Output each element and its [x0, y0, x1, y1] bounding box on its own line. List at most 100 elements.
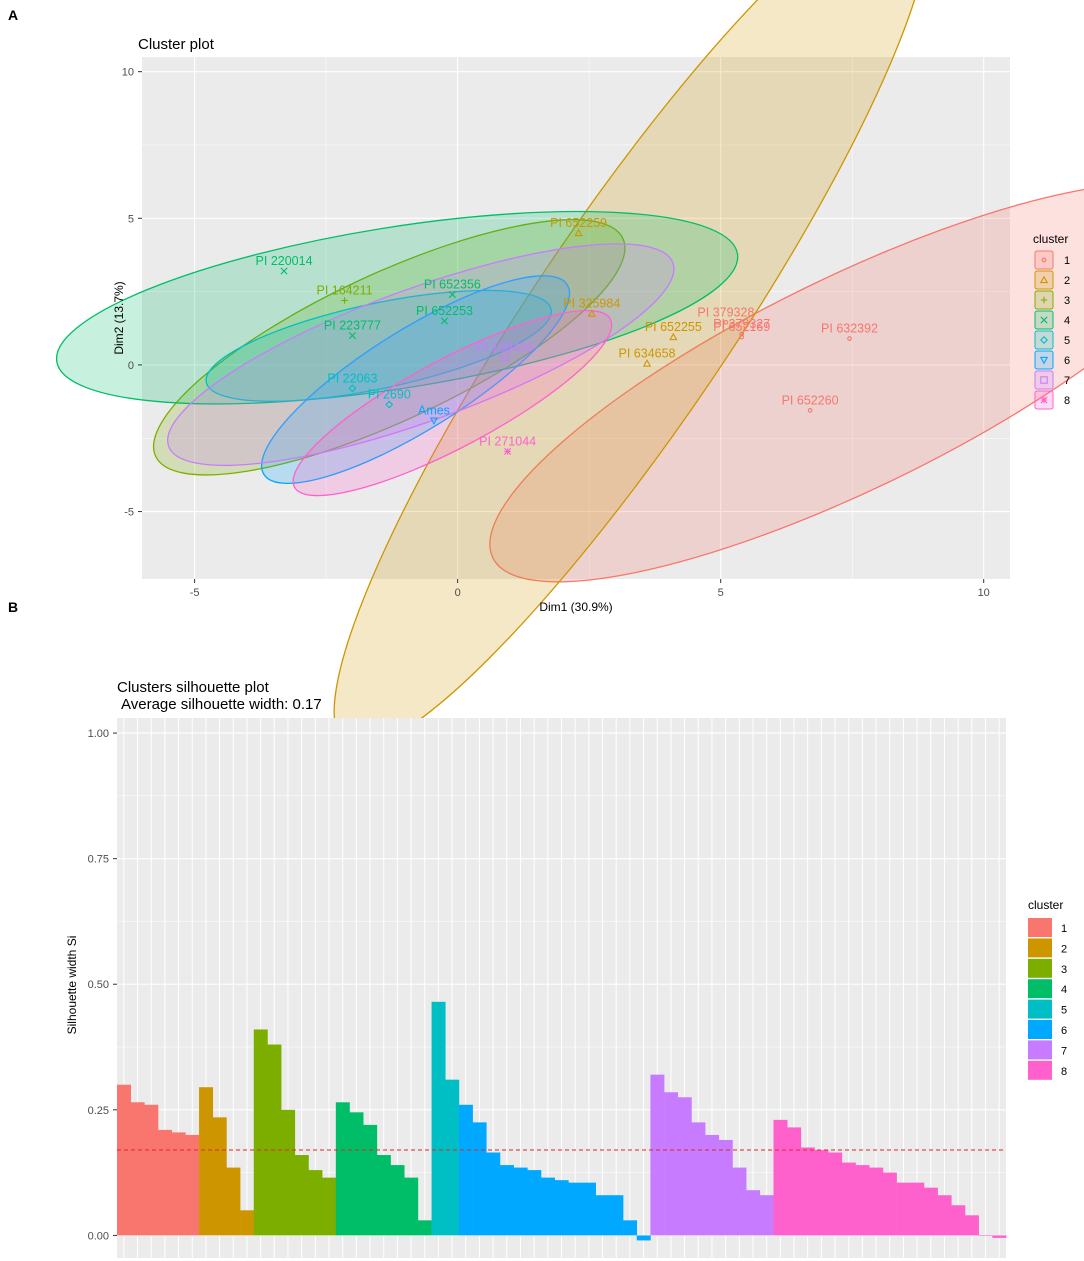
silhouette-bar — [800, 1147, 815, 1236]
data-point: PI 652356 — [424, 278, 481, 299]
point-marker — [341, 297, 348, 304]
legend-label: 2 — [1064, 275, 1070, 287]
silhouette-bar — [582, 1182, 596, 1236]
cluster-plot-legend: cluster 1 2 3 4 5 6 7 8 — [1033, 232, 1070, 410]
x-tick-label: 10 — [978, 587, 990, 599]
silhouette-bar — [677, 1097, 692, 1236]
silhouette-bar — [718, 1139, 733, 1236]
legend-entry: 4 — [1028, 979, 1067, 999]
point-marker — [1040, 396, 1048, 404]
legend-entry: 7 — [1034, 370, 1070, 390]
silhouette-bar — [923, 1187, 938, 1236]
silhouette-plot-legend: cluster 1 2 3 4 5 6 7 8 — [1028, 898, 1067, 1080]
legend-key — [1034, 330, 1054, 350]
cluster-plot-y-ticks: -5 0 5 10 — [122, 67, 142, 519]
silhouette-bar — [376, 1155, 391, 1236]
point-marker — [1039, 275, 1049, 284]
legend-entry: 8 — [1028, 1060, 1067, 1080]
silhouette-bar — [732, 1167, 747, 1236]
point-label: Ames — [418, 404, 450, 418]
point-label: PI 652260 — [782, 393, 839, 407]
silhouette-bar — [267, 1044, 282, 1236]
legend-key — [1034, 370, 1054, 390]
point-label: PI 634658 — [619, 346, 676, 360]
legend-label: 1 — [1061, 923, 1067, 935]
cluster-ellipse-8 — [292, 309, 613, 497]
silhouette-bar — [787, 1127, 802, 1236]
cluster-ellipse-1 — [489, 182, 1084, 583]
legend-swatch — [1028, 979, 1052, 999]
silhouette-bar — [841, 1162, 856, 1236]
silhouette-bar — [964, 1215, 979, 1236]
legend-swatch — [1028, 958, 1052, 978]
silhouette-bar — [499, 1165, 514, 1236]
y-tick-label: 10 — [122, 67, 134, 79]
silhouette-bar — [568, 1182, 583, 1236]
silhouette-bar — [595, 1195, 610, 1236]
legend-key — [1034, 270, 1054, 290]
silhouette-bar — [691, 1122, 706, 1236]
cluster-ellipse-6 — [260, 275, 571, 485]
silhouette-bar — [623, 1220, 638, 1236]
silhouette-bar — [322, 1177, 337, 1236]
silhouette-bar — [527, 1170, 542, 1236]
panel-label-a: A — [8, 7, 18, 23]
silhouette-bar — [759, 1195, 774, 1236]
data-point: PI 652169 — [713, 320, 770, 340]
data-point: PI 220014 — [256, 254, 313, 275]
point-marker — [723, 320, 729, 325]
silhouette-bar — [472, 1122, 487, 1236]
point-marker — [348, 332, 357, 340]
y-tick-label: 0.25 — [88, 1105, 109, 1117]
y-tick-label: 0.00 — [88, 1230, 109, 1242]
silhouette-bar — [855, 1165, 870, 1236]
data-point: PI 652259 — [550, 216, 607, 237]
point-label: PI 2690 — [368, 388, 411, 402]
silhouette-bar — [240, 1210, 255, 1236]
point-marker — [574, 228, 583, 237]
data-point: Ames — [418, 404, 450, 425]
silhouette-plot-y-ticks: 0.00 0.25 0.50 0.75 1.00 — [88, 728, 117, 1242]
silhouette-plot-subtitle: Average silhouette width: 0.17 — [121, 696, 322, 713]
point-label: PI 652356 — [424, 278, 481, 292]
legend-label: 4 — [1064, 315, 1070, 327]
silhouette-plot-y-label: Silhouette width Si — [65, 936, 79, 1035]
silhouette-bar — [281, 1109, 296, 1236]
x-tick-label: 5 — [718, 587, 724, 599]
y-tick-label: 5 — [128, 213, 134, 225]
silhouette-bar — [705, 1134, 720, 1236]
data-point: PI 164211 — [316, 283, 373, 304]
legend-entry: 8 — [1034, 390, 1070, 410]
silhouette-bar — [117, 1084, 131, 1236]
legend-label: 3 — [1064, 295, 1070, 307]
point-marker — [429, 417, 439, 425]
data-point: PI 652260 — [782, 393, 839, 413]
point-marker — [1040, 376, 1048, 384]
legend-swatch — [1028, 938, 1052, 958]
silhouette-bar — [404, 1177, 419, 1236]
silhouette-bar — [171, 1132, 186, 1236]
data-point: PI 223777 — [324, 319, 381, 340]
point-label: PI 22063 — [327, 371, 377, 385]
data-point: PI 180436 — [476, 341, 534, 362]
legend-label: 8 — [1064, 395, 1070, 407]
point-label: PI 379327 — [713, 317, 770, 331]
data-point: PI 379328 — [697, 305, 754, 325]
point-marker — [1040, 316, 1048, 324]
silhouette-bar — [650, 1074, 665, 1236]
legend-label: 2 — [1061, 943, 1067, 955]
silhouette-bar — [869, 1167, 884, 1236]
legend-label: 4 — [1061, 984, 1067, 996]
data-point: PI 632392 — [821, 322, 878, 341]
silhouette-bar — [212, 1117, 227, 1236]
legend-key — [1034, 350, 1054, 370]
legend-label: 5 — [1064, 335, 1070, 347]
panel-label-b: B — [8, 599, 18, 615]
legend-label: 7 — [1061, 1045, 1067, 1057]
point-label: PI 652253 — [416, 304, 473, 318]
point-marker — [385, 400, 394, 409]
silhouette-bar — [458, 1104, 473, 1236]
point-label: PI 652169 — [713, 320, 770, 334]
data-point: PI 325984 — [563, 297, 620, 317]
